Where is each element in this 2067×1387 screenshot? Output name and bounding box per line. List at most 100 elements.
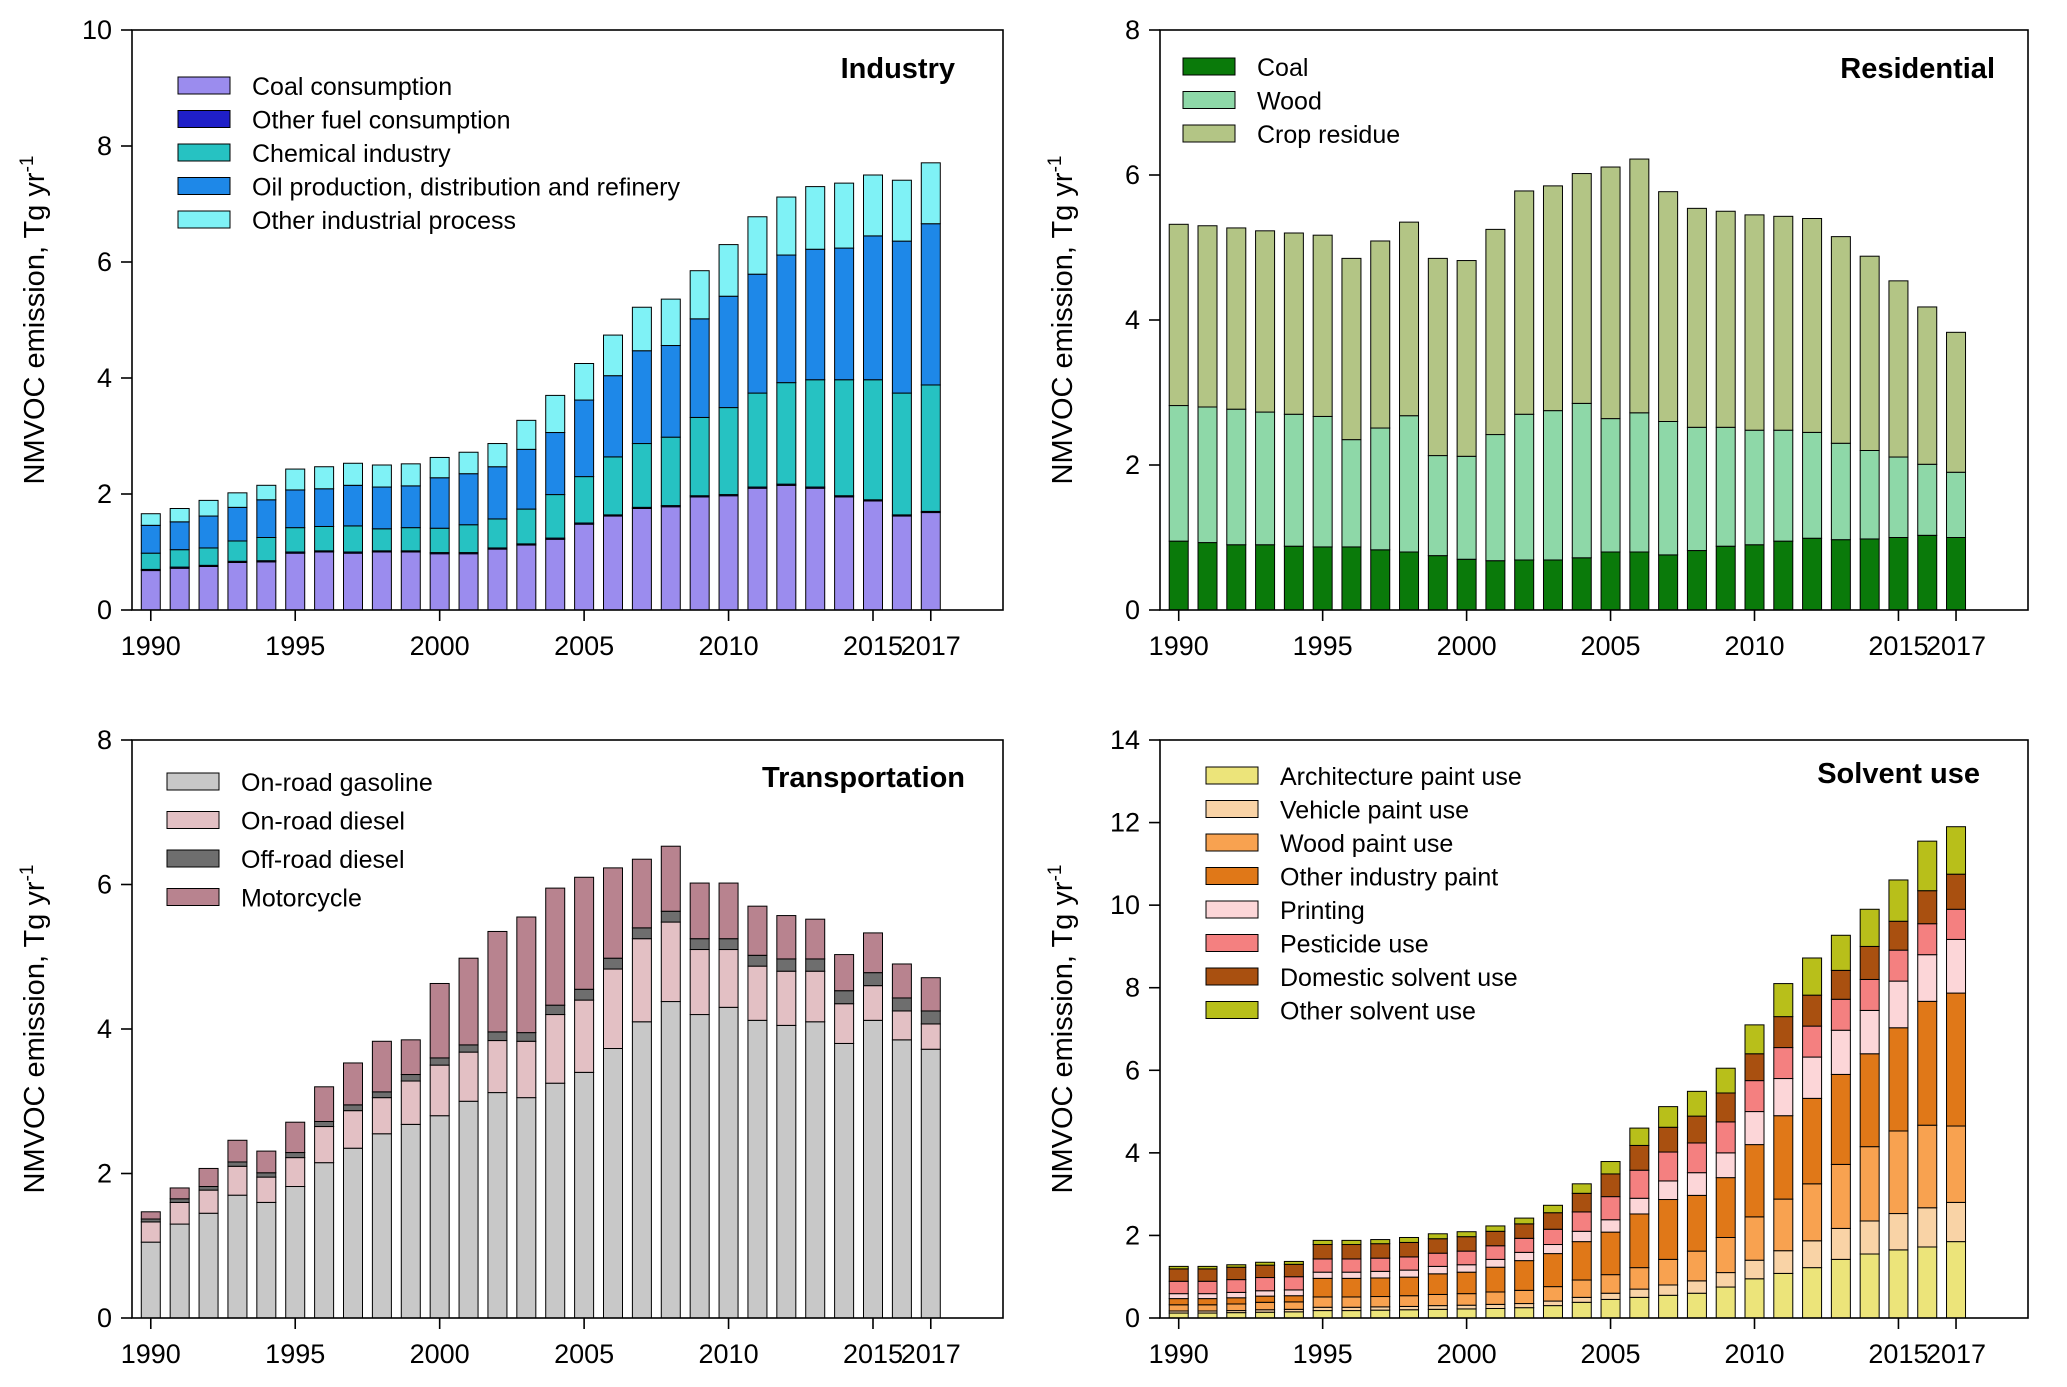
bar-domestic-solvent-use-1998	[1399, 1241, 1420, 1258]
y-tick-label: 0	[1125, 1303, 1140, 1333]
bar-architecture-paint-use-1994	[1283, 1311, 1304, 1319]
bar-other-industrial-process-2014	[834, 182, 855, 249]
bar-other-industry-paint-2015	[1888, 1027, 1909, 1132]
bar-chemical-industry-1990	[140, 552, 161, 570]
bar-oil-production-distribution-and-refinery-2003	[516, 448, 537, 510]
bar-vehicle-paint-use-2003	[1542, 1300, 1563, 1307]
legend-swatch	[1205, 934, 1259, 952]
legend-label: Domestic solvent use	[1280, 964, 1518, 992]
bar-coal-1999	[1427, 555, 1448, 611]
bar-printing-2011	[1773, 1078, 1794, 1117]
bar-on-road-diesel-2001	[458, 1051, 479, 1102]
bar-architecture-paint-use-1999	[1427, 1308, 1448, 1319]
bar-coal-2010	[1744, 544, 1765, 611]
bar-printing-2017	[1946, 938, 1967, 994]
y-tick-label: 8	[97, 131, 112, 161]
bar-coal-consumption-2014	[834, 496, 855, 611]
bar-coal-2012	[1802, 537, 1823, 611]
bar-chemical-industry-2011	[747, 392, 768, 488]
bar-domestic-solvent-use-2003	[1542, 1212, 1563, 1230]
x-tick-label: 2000	[1437, 631, 1497, 661]
bar-coal-consumption-2000	[429, 553, 450, 611]
bar-domestic-solvent-use-2011	[1773, 1016, 1794, 1049]
bar-vehicle-paint-use-2011	[1773, 1250, 1794, 1274]
x-tick-label: 1990	[121, 631, 181, 661]
bar-on-road-diesel-2013	[805, 970, 826, 1023]
bar-pesticide-use-2017	[1946, 908, 1967, 940]
bar-crop-residue-1999	[1427, 257, 1448, 457]
bar-domestic-solvent-use-2007	[1658, 1126, 1679, 1153]
bar-other-solvent-use-2002	[1514, 1217, 1535, 1225]
y-tick-label: 4	[1125, 305, 1140, 335]
bar-on-road-gasoline-2007	[631, 1021, 652, 1319]
bar-on-road-gasoline-1992	[198, 1212, 219, 1319]
y-tick-label: 0	[97, 595, 112, 625]
bar-pesticide-use-2001	[1485, 1245, 1506, 1260]
bar-vehicle-paint-use-1995	[1312, 1306, 1333, 1312]
legend-swatch	[1205, 833, 1259, 852]
bar-architecture-paint-use-2017	[1946, 1241, 1967, 1319]
bar-vehicle-paint-use-2000	[1456, 1304, 1477, 1310]
y-tick-label: 0	[1125, 595, 1140, 625]
bar-crop-residue-2015	[1888, 280, 1909, 458]
bar-pesticide-use-2016	[1917, 923, 1938, 956]
bar-wood-paint-use-1991	[1197, 1304, 1218, 1312]
x-tick-label: 1990	[1149, 1339, 1209, 1369]
bar-other-solvent-use-2008	[1686, 1090, 1707, 1117]
bar-other-industrial-process-2004	[545, 394, 566, 434]
bar-wood-2006	[1629, 412, 1650, 553]
bar-printing-2009	[1715, 1152, 1736, 1179]
bar-printing-2002	[1514, 1251, 1535, 1262]
bar-oil-production-distribution-and-refinery-2004	[545, 432, 566, 496]
bar-coal-2017	[1946, 537, 1967, 611]
legend-swatch	[1205, 967, 1259, 986]
bar-wood-paint-use-2009	[1715, 1236, 1736, 1274]
bar-wood-paint-use-2016	[1917, 1124, 1938, 1209]
bar-wood-2004	[1571, 402, 1592, 559]
bar-other-solvent-use-2001	[1485, 1225, 1506, 1232]
bar-architecture-paint-use-2008	[1686, 1292, 1707, 1319]
legend-swatch	[166, 811, 220, 829]
legend-label: Chemical industry	[252, 140, 451, 168]
bar-on-road-diesel-1996	[314, 1126, 335, 1164]
bar-off-road-diesel-2001	[458, 1044, 479, 1053]
bar-crop-residue-2004	[1571, 173, 1592, 404]
bar-off-road-diesel-2015	[863, 972, 883, 987]
bar-chemical-industry-1993	[227, 540, 248, 562]
bar-domestic-solvent-use-1990	[1168, 1268, 1189, 1282]
bar-vehicle-paint-use-2014	[1859, 1220, 1880, 1255]
bar-on-road-gasoline-2014	[834, 1042, 855, 1319]
bar-other-solvent-use-1990	[1168, 1265, 1189, 1270]
bar-wood-paint-use-2000	[1456, 1293, 1477, 1306]
plot-frame	[1159, 739, 2029, 1319]
bar-pesticide-use-1999	[1427, 1252, 1448, 1267]
bar-pesticide-use-1998	[1399, 1256, 1420, 1271]
bar-coal-consumption-1991	[169, 567, 190, 611]
x-tick-label: 1990	[121, 1339, 181, 1369]
bar-on-road-diesel-2008	[660, 921, 681, 1003]
bar-other-solvent-use-1993	[1255, 1261, 1276, 1266]
bar-wood-1992	[1226, 408, 1247, 546]
bar-on-road-gasoline-2003	[516, 1097, 537, 1319]
bar-oil-production-distribution-and-refinery-1991	[169, 521, 190, 551]
legend-label: Vehicle paint use	[1280, 797, 1469, 825]
bar-off-road-diesel-2011	[747, 954, 768, 967]
bar-coal-consumption-2002	[487, 548, 508, 611]
bar-off-road-diesel-1994	[256, 1172, 277, 1178]
bar-on-road-gasoline-1993	[227, 1194, 248, 1319]
bar-other-industrial-process-2013	[805, 186, 826, 250]
bar-pesticide-use-2003	[1542, 1228, 1563, 1246]
bar-wood-2011	[1773, 429, 1794, 542]
bar-printing-2015	[1888, 980, 1909, 1029]
bar-on-road-gasoline-1997	[343, 1147, 363, 1319]
bar-other-industrial-process-2015	[863, 174, 883, 237]
bar-coal-consumption-1999	[400, 551, 421, 611]
bar-crop-residue-1995	[1312, 234, 1333, 417]
bar-coal-2008	[1686, 550, 1707, 611]
bar-coal-2002	[1514, 559, 1535, 611]
bar-printing-2001	[1485, 1258, 1506, 1268]
bar-off-road-diesel-2012	[776, 958, 797, 972]
bar-other-solvent-use-1991	[1197, 1265, 1218, 1270]
bar-off-road-diesel-2003	[516, 1032, 537, 1042]
legend-swatch	[1182, 57, 1236, 76]
